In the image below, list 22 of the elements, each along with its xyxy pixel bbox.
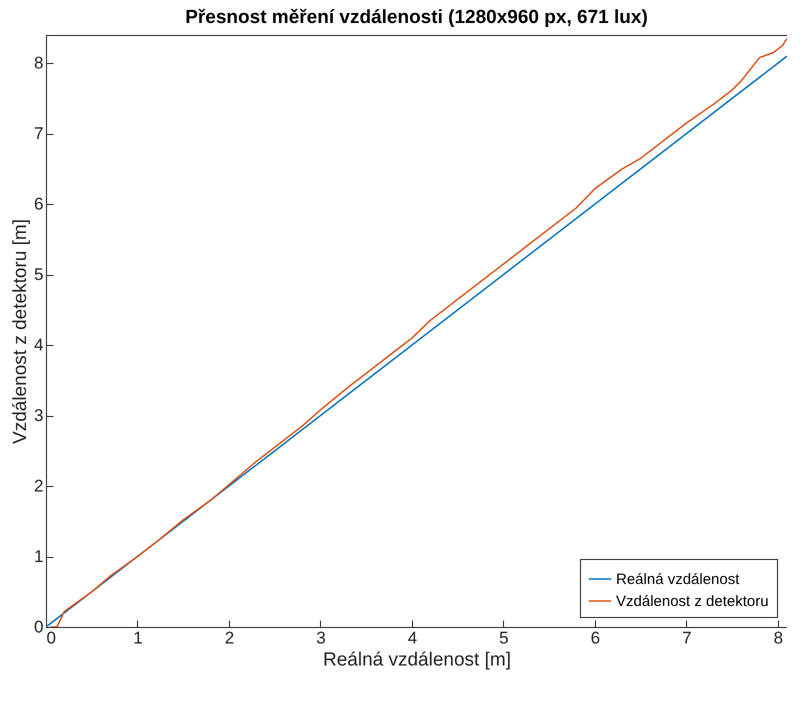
x-tick-label: 2 xyxy=(224,628,234,648)
x-tick-label: 3 xyxy=(316,628,326,648)
legend-label: Vzdálenost z detektoru xyxy=(616,593,769,610)
y-tick-label: 2 xyxy=(34,476,44,496)
y-tick-label: 4 xyxy=(34,336,44,355)
x-axis-title: Reálná vzdálenost [m] xyxy=(323,650,511,670)
chart-title: Přesnost měření vzdálenosti (1280x960 px, 671 lux) xyxy=(185,7,648,28)
y-tick-label: 3 xyxy=(34,406,44,426)
x-tick-label: 1 xyxy=(133,628,143,648)
x-tick-label: 4 xyxy=(408,628,418,648)
y-tick-label: 1 xyxy=(34,547,44,566)
x-tick-label: 8 xyxy=(774,628,784,648)
legend-label: Reálná vzdálenost xyxy=(616,571,740,588)
y-tick-label: 7 xyxy=(34,124,44,144)
x-tick-label: 5 xyxy=(499,628,509,648)
y-tick-label: 8 xyxy=(34,54,44,73)
y-axis-title: Vzdálenost z detektoru [m] xyxy=(10,219,32,444)
y-tick-label: 6 xyxy=(34,194,44,214)
x-tick-label: 6 xyxy=(590,628,600,648)
x-tick-label: 0 xyxy=(46,628,56,648)
y-tick-label: 5 xyxy=(34,265,44,284)
x-tick-label: 7 xyxy=(682,628,692,648)
